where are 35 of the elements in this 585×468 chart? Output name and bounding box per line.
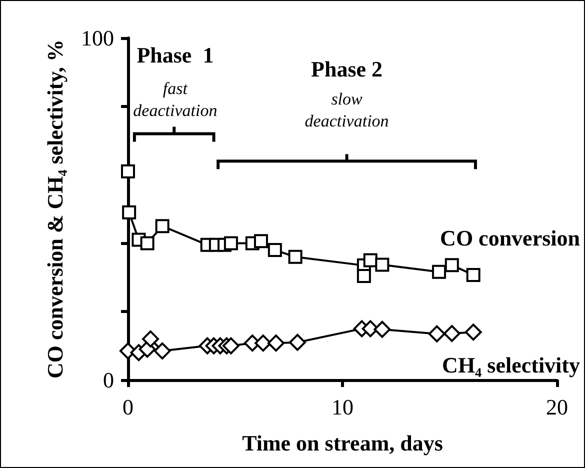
annotation: slow deactivation [304, 89, 389, 130]
point [268, 243, 282, 258]
point [432, 264, 446, 279]
series-label: CH₄ selectivity [442, 352, 580, 378]
point [155, 219, 170, 234]
point [288, 250, 302, 264]
point [254, 334, 272, 352]
y-axis-title: CO conversion & CH₄ selectivity, % [42, 40, 68, 378]
point [428, 325, 446, 342]
point [222, 337, 240, 354]
annotation: Phase 2 [311, 56, 383, 82]
point [121, 164, 135, 178]
point [464, 324, 482, 341]
point [444, 258, 459, 272]
y-tick-label: 100 [81, 26, 114, 50]
point [140, 236, 154, 250]
x-tick-label: 0 [122, 394, 134, 420]
series-label: CO conversion [440, 226, 580, 251]
point [254, 234, 268, 248]
point [374, 320, 391, 338]
point [224, 236, 238, 250]
annotation: Phase 1 [136, 42, 214, 68]
x-tick-label: 10 [332, 394, 354, 420]
point [268, 334, 285, 352]
point [154, 342, 171, 360]
point [142, 330, 160, 348]
point [288, 334, 306, 351]
x-tick-label: 20 [546, 394, 568, 420]
point [375, 258, 390, 272]
annotation: fast deactivation [133, 79, 218, 120]
point [466, 268, 480, 282]
point [443, 324, 460, 342]
point [356, 269, 371, 284]
x-axis-title: Time on stream, days [242, 430, 444, 456]
point [122, 205, 136, 220]
